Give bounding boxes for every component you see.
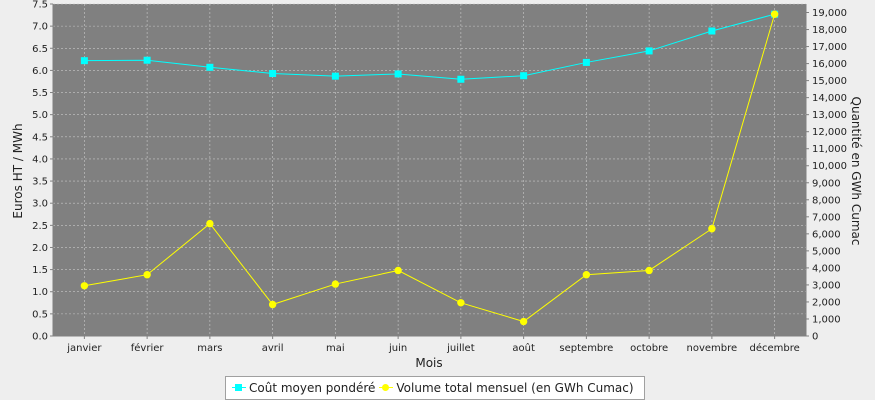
data-point-cost xyxy=(206,63,214,71)
y2-tick-label: 16,000 xyxy=(812,59,847,70)
x-tick-label: octobre xyxy=(630,343,668,354)
data-point-volume xyxy=(268,300,277,309)
data-point-volume xyxy=(143,271,151,279)
y-tick-label: 5.0 xyxy=(32,110,48,121)
y2-tick-label: 1,000 xyxy=(812,314,841,325)
x-axis: janvier février mars avril mai juin juillet aoû… xyxy=(53,335,806,354)
legend-label-cost: Coût moyen pondéré xyxy=(249,381,376,395)
legend-item-volume: Volume total mensuel (en GWh Cumac) xyxy=(379,381,634,395)
series-line-1 xyxy=(84,14,776,323)
y2-tick-label: 4,000 xyxy=(812,263,841,274)
y-axis-title: Euros HT / MWh xyxy=(11,123,25,218)
data-point-volume xyxy=(206,219,214,228)
x-tick-label: mars xyxy=(197,343,222,354)
x-axis-title: Mois xyxy=(415,356,442,370)
series-group xyxy=(80,10,779,326)
legend-label-volume: Volume total mensuel (en GWh Cumac) xyxy=(396,381,634,395)
data-point-cost xyxy=(394,70,402,78)
y2-tick-label: 18,000 xyxy=(812,25,847,36)
data-point-volume xyxy=(394,266,402,275)
legend-swatch-volume xyxy=(379,383,394,393)
legend: Coût moyen pondéré Volume total mensuel … xyxy=(225,376,645,400)
data-point-cost xyxy=(582,58,590,66)
y-tick-label: 0.0 xyxy=(32,332,48,343)
data-point-cost xyxy=(331,72,339,80)
data-point-volume xyxy=(519,317,528,326)
x-tick-label: juillet xyxy=(446,343,475,354)
data-point-volume xyxy=(331,280,340,288)
y2-tick-label: 15,000 xyxy=(812,76,847,87)
data-point-volume xyxy=(582,271,591,279)
y2-tick-label: 12,000 xyxy=(812,127,847,138)
x-tick-label: avril xyxy=(262,343,284,354)
y-tick-label: 4.0 xyxy=(32,154,48,165)
y2-tick-label: 5,000 xyxy=(812,246,841,257)
data-point-cost xyxy=(143,56,151,64)
data-point-volume xyxy=(80,282,89,290)
y-tick-label: 7.0 xyxy=(32,22,48,33)
data-point-volume xyxy=(645,266,653,275)
x-tick-label: décembre xyxy=(749,342,799,354)
series-line-0 xyxy=(84,13,775,80)
x-tick-label: août xyxy=(512,342,535,354)
y2-tick-label: 19,000 xyxy=(812,8,847,19)
y2-tick-label: 10,000 xyxy=(812,161,847,172)
data-point-cost xyxy=(457,75,465,83)
y-tick-label: 2.0 xyxy=(32,243,48,254)
y-tick-label: 5.5 xyxy=(32,88,48,99)
y-tick-label: 7.5 xyxy=(32,0,48,11)
grid-lines xyxy=(53,3,806,337)
data-point-cost xyxy=(520,72,528,80)
y2-tick-label: 3,000 xyxy=(812,280,841,291)
data-point-volume xyxy=(770,10,779,18)
x-tick-label: juin xyxy=(388,343,407,354)
line-chart: 0.0 0.5 1.0 1.5 2.0 2.5 3.0 3.5 4.0 4.5 5.0 5.5 6.0 6… xyxy=(11,0,863,370)
data-point-cost xyxy=(645,47,653,55)
x-tick-label: novembre xyxy=(687,343,738,354)
legend-item-cost: Coût moyen pondéré xyxy=(232,381,375,395)
y-tick-label: 0.5 xyxy=(32,309,48,320)
data-point-cost xyxy=(708,27,716,35)
y-tick-label: 3.0 xyxy=(32,199,48,210)
y2-tick-label: 8,000 xyxy=(812,195,841,206)
y2-tick-label: 13,000 xyxy=(812,110,847,121)
y-tick-label: 6.5 xyxy=(32,44,48,55)
data-point-cost xyxy=(80,57,88,65)
y-tick-label: 2.5 xyxy=(32,221,48,232)
y2-tick-label: 7,000 xyxy=(812,212,841,223)
data-point-volume xyxy=(708,225,716,233)
x-tick-label: février xyxy=(131,342,165,354)
y2-tick-label: 0 xyxy=(812,332,818,343)
x-tick-label: mai xyxy=(326,343,345,354)
legend-swatch-cost xyxy=(232,383,246,393)
y2-tick-label: 6,000 xyxy=(812,229,841,240)
right-axis: 0 1,000 2,000 3,000 4,000 5,000 6,000 7,000 8,00… xyxy=(805,4,847,343)
y2-tick-label: 9,000 xyxy=(812,178,841,189)
y-tick-label: 1.0 xyxy=(32,287,48,298)
x-tick-label: janvier xyxy=(66,343,102,354)
y-tick-label: 1.5 xyxy=(32,265,48,276)
y2-axis-title: Quantité en GWh Cumac xyxy=(849,97,863,246)
left-axis: 0.0 0.5 1.0 1.5 2.0 2.5 3.0 3.5 4.0 4.5 5.0 5.5 6.0 6… xyxy=(32,0,54,343)
plot-area xyxy=(53,4,806,336)
y2-tick-label: 14,000 xyxy=(812,93,847,104)
y-tick-label: 6.0 xyxy=(32,66,48,77)
x-tick-label: septembre xyxy=(559,343,613,354)
y2-tick-label: 11,000 xyxy=(812,144,847,155)
y2-tick-label: 2,000 xyxy=(812,297,841,308)
data-point-cost xyxy=(269,69,277,77)
y2-tick-label: 17,000 xyxy=(812,42,847,53)
data-point-volume xyxy=(457,299,465,307)
y-tick-label: 3.5 xyxy=(32,177,48,188)
y-tick-label: 4.5 xyxy=(32,132,48,143)
